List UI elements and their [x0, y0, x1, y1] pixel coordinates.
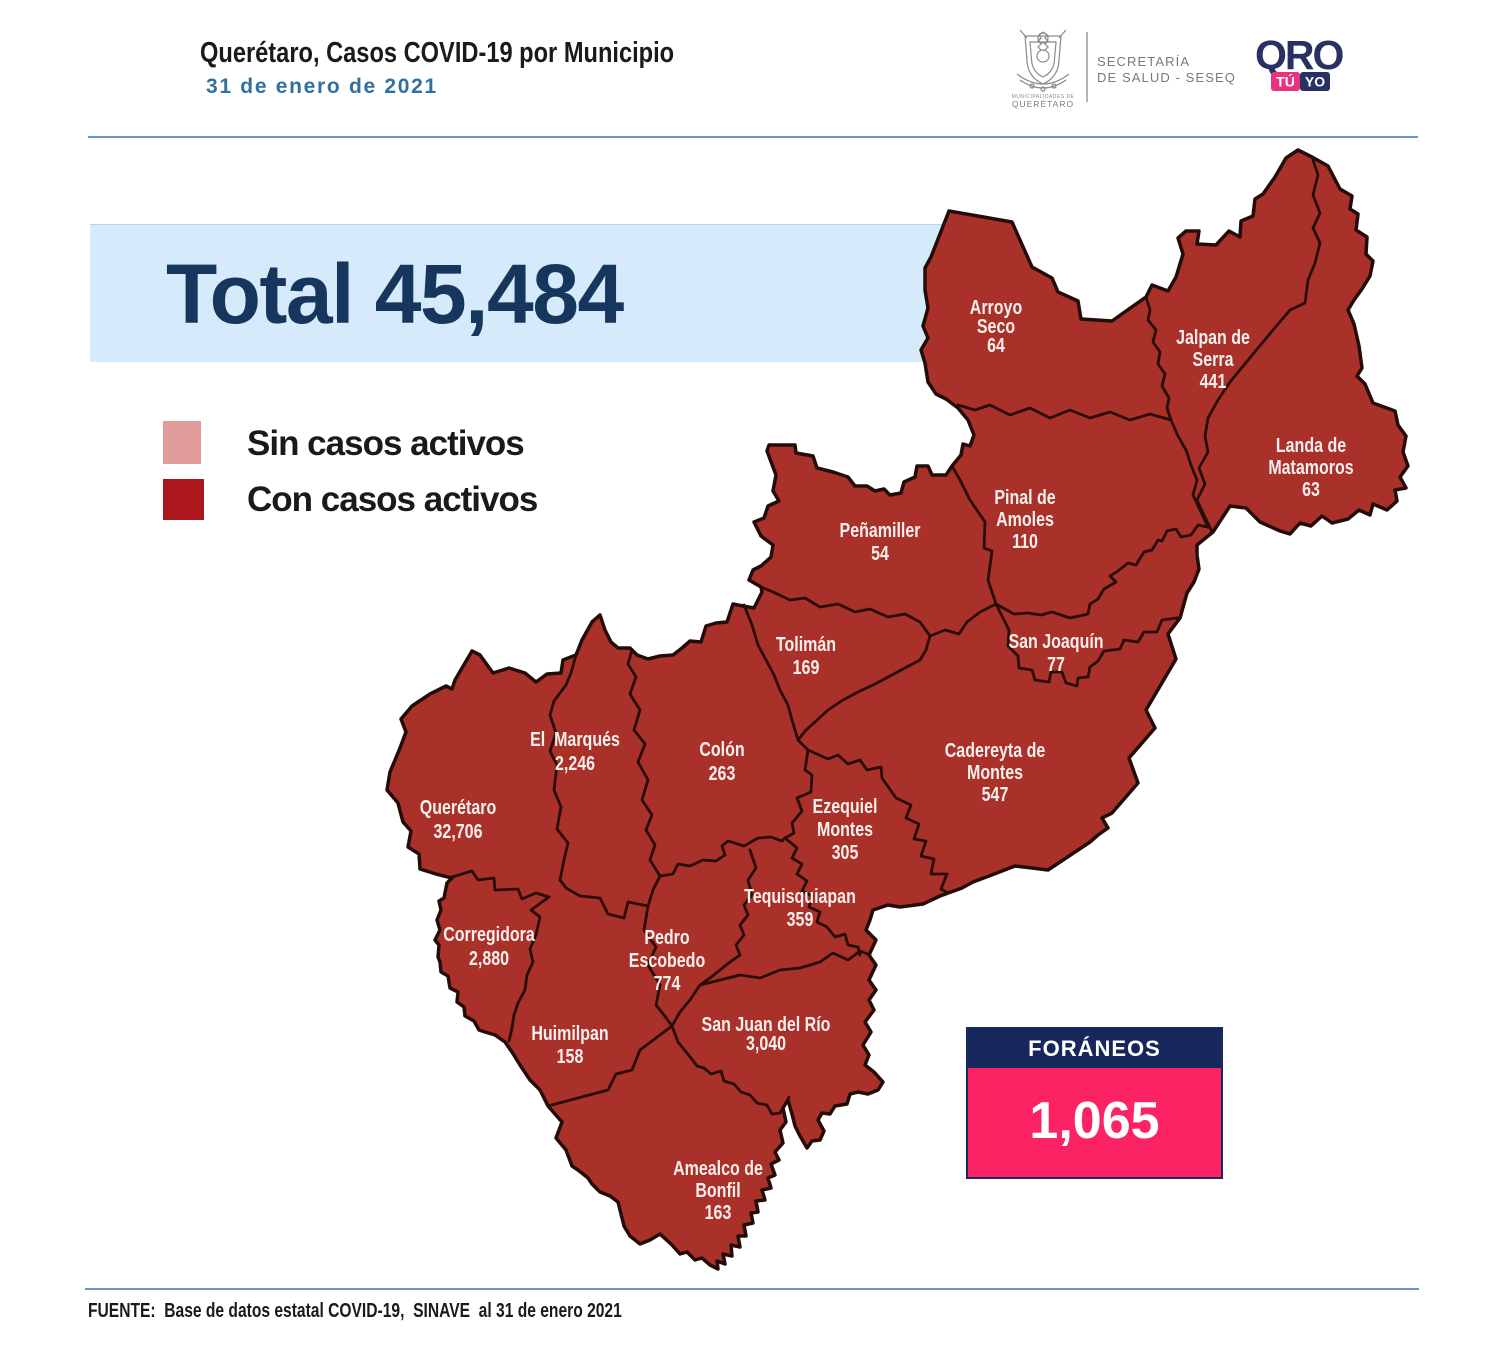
- svg-text:110: 110: [1012, 530, 1038, 552]
- svg-text:Montes: Montes: [967, 761, 1023, 783]
- svg-text:Huimilpan: Huimilpan: [531, 1022, 608, 1044]
- svg-text:774: 774: [654, 972, 681, 994]
- svg-text:32,706: 32,706: [434, 820, 483, 842]
- svg-text:Seco: Seco: [977, 315, 1015, 337]
- svg-text:2,246: 2,246: [555, 752, 595, 774]
- svg-text:77: 77: [1047, 653, 1065, 675]
- svg-text:QUERÉTARO: QUERÉTARO: [1012, 99, 1074, 109]
- svg-text:Matamoros: Matamoros: [1268, 456, 1353, 478]
- svg-text:San Juan del Río: San Juan del Río: [702, 1013, 831, 1035]
- svg-text:163: 163: [705, 1201, 732, 1223]
- svg-text:3,040: 3,040: [746, 1032, 786, 1054]
- svg-text:Escobedo: Escobedo: [629, 949, 705, 971]
- svg-text:Colón: Colón: [699, 738, 744, 760]
- svg-text:263: 263: [709, 762, 736, 784]
- svg-text:MUNICIPALIDADES DE: MUNICIPALIDADES DE: [1012, 94, 1075, 100]
- svg-text:Tolimán: Tolimán: [776, 633, 836, 655]
- svg-text:TÚ: TÚ: [1276, 73, 1295, 90]
- svg-text:547: 547: [982, 783, 1009, 805]
- svg-text:Serra: Serra: [1193, 348, 1235, 370]
- svg-text:Querétaro: Querétaro: [420, 796, 496, 818]
- svg-text:Pedro: Pedro: [644, 926, 689, 948]
- svg-text:305: 305: [832, 841, 859, 863]
- svg-text:DE SALUD - SESEQ: DE SALUD - SESEQ: [1097, 70, 1236, 85]
- svg-text:San Joaquín: San Joaquín: [1008, 630, 1103, 652]
- svg-text:SECRETARÍA: SECRETARÍA: [1097, 54, 1190, 69]
- svg-text:Cadereyta de: Cadereyta de: [945, 739, 1045, 761]
- svg-text:Montes: Montes: [817, 818, 873, 840]
- svg-text:Jalpan de: Jalpan de: [1176, 326, 1250, 348]
- svg-text:QRO: QRO: [1255, 32, 1344, 78]
- svg-text:Pinal de: Pinal de: [994, 486, 1055, 508]
- svg-text:Amealco de: Amealco de: [673, 1157, 763, 1179]
- svg-text:441: 441: [1200, 370, 1227, 392]
- svg-text:169: 169: [793, 656, 820, 678]
- svg-text:Landa de: Landa de: [1276, 434, 1346, 456]
- svg-text:Arroyo: Arroyo: [970, 296, 1022, 318]
- svg-text:64: 64: [987, 334, 1005, 356]
- svg-text:Tequisquiapan: Tequisquiapan: [744, 885, 856, 907]
- svg-text:Ezequiel: Ezequiel: [813, 795, 878, 817]
- svg-text:Corregidora: Corregidora: [443, 923, 535, 945]
- svg-text:63: 63: [1302, 478, 1320, 500]
- svg-text:Bonfil: Bonfil: [695, 1179, 740, 1201]
- svg-text:359: 359: [787, 908, 814, 930]
- svg-text:El Marqués: El Marqués: [530, 728, 620, 750]
- svg-text:158: 158: [557, 1045, 584, 1067]
- svg-text:Peñamiller: Peñamiller: [840, 519, 921, 541]
- svg-text:2,880: 2,880: [469, 947, 509, 969]
- svg-text:Amoles: Amoles: [996, 508, 1054, 530]
- svg-text:54: 54: [871, 542, 889, 564]
- svg-text:YO: YO: [1305, 74, 1325, 90]
